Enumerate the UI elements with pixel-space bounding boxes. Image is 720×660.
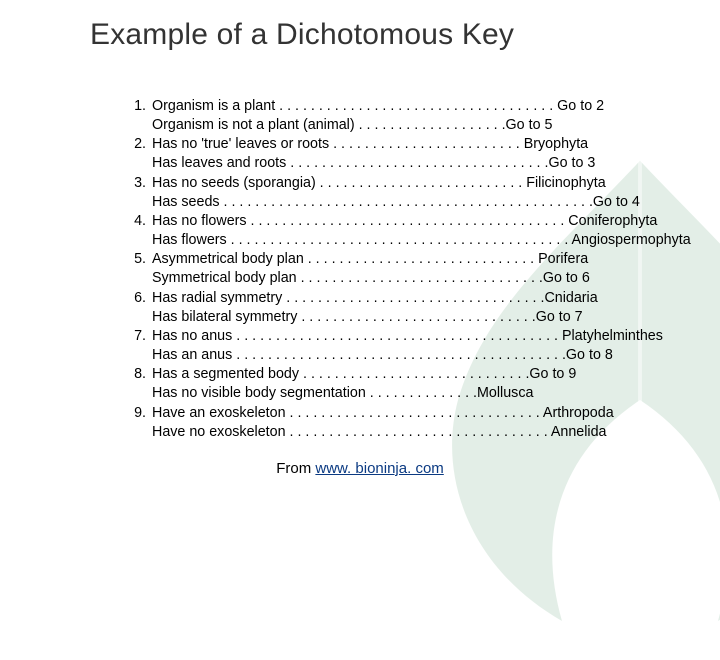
- key-row: 2.Has leaves and roots . . . . . . . . .…: [130, 154, 720, 173]
- key-row: 5.Asymmetrical body plan . . . . . . . .…: [130, 250, 720, 269]
- key-row: 6.Has bilateral symmetry . . . . . . . .…: [130, 308, 720, 327]
- key-row: 9.Have no exoskeleton . . . . . . . . . …: [130, 423, 720, 442]
- couplet-lead-b: Organism is not a plant (animal) . . . .…: [152, 116, 552, 135]
- couplet-lead-a: Organism is a plant . . . . . . . . . . …: [152, 97, 604, 116]
- key-row: 1.Organism is a plant . . . . . . . . . …: [130, 97, 720, 116]
- couplet-lead-a: Has no anus . . . . . . . . . . . . . . …: [152, 327, 663, 346]
- page-title: Example of a Dichotomous Key: [0, 0, 720, 52]
- source-link[interactable]: www. bioninja. com: [315, 460, 443, 477]
- source-line: From www. bioninja. com: [0, 442, 720, 477]
- couplet-lead-b: Symmetrical body plan . . . . . . . . . …: [152, 269, 590, 288]
- couplet-number: 5.: [130, 250, 152, 269]
- key-row: 7.Has no anus . . . . . . . . . . . . . …: [130, 327, 720, 346]
- couplet-number: 6.: [130, 289, 152, 308]
- couplet-number: 9.: [130, 404, 152, 423]
- key-row: 3.Has seeds . . . . . . . . . . . . . . …: [130, 193, 720, 212]
- key-row: 6.Has radial symmetry . . . . . . . . . …: [130, 289, 720, 308]
- couplet-lead-a: Has a segmented body . . . . . . . . . .…: [152, 365, 576, 384]
- couplet-number: 8.: [130, 365, 152, 384]
- couplet-lead-b: Has flowers . . . . . . . . . . . . . . …: [152, 231, 691, 250]
- key-row: 2.Has no 'true' leaves or roots . . . . …: [130, 135, 720, 154]
- key-row: 9.Have an exoskeleton . . . . . . . . . …: [130, 404, 720, 423]
- key-row: 4.Has flowers . . . . . . . . . . . . . …: [130, 231, 720, 250]
- key-row: 1.Organism is not a plant (animal) . . .…: [130, 116, 720, 135]
- key-row: 7.Has an anus . . . . . . . . . . . . . …: [130, 346, 720, 365]
- couplet-number: 7.: [130, 327, 152, 346]
- couplet-lead-b: Has an anus . . . . . . . . . . . . . . …: [152, 346, 613, 365]
- couplet-number: 2.: [130, 135, 152, 154]
- couplet-lead-b: Has no visible body segmentation . . . .…: [152, 384, 533, 403]
- couplet-lead-a: Has no 'true' leaves or roots . . . . . …: [152, 135, 588, 154]
- couplet-lead-b: Has bilateral symmetry . . . . . . . . .…: [152, 308, 583, 327]
- couplet-lead-b: Has seeds . . . . . . . . . . . . . . . …: [152, 193, 640, 212]
- couplet-number: 3.: [130, 174, 152, 193]
- key-row: 3.Has no seeds (sporangia) . . . . . . .…: [130, 174, 720, 193]
- couplet-lead-a: Has radial symmetry . . . . . . . . . . …: [152, 289, 598, 308]
- couplet-number: 1.: [130, 97, 152, 116]
- source-prefix: From: [276, 460, 315, 477]
- couplet-lead-a: Has no flowers . . . . . . . . . . . . .…: [152, 212, 657, 231]
- couplet-number: 4.: [130, 212, 152, 231]
- dichotomous-key-list: 1.Organism is a plant . . . . . . . . . …: [0, 52, 720, 442]
- couplet-lead-a: Has no seeds (sporangia) . . . . . . . .…: [152, 174, 606, 193]
- couplet-lead-b: Has leaves and roots . . . . . . . . . .…: [152, 154, 595, 173]
- key-row: 5.Symmetrical body plan . . . . . . . . …: [130, 269, 720, 288]
- couplet-lead-b: Have no exoskeleton . . . . . . . . . . …: [152, 423, 607, 442]
- key-row: 8.Has a segmented body . . . . . . . . .…: [130, 365, 720, 384]
- key-row: 8.Has no visible body segmentation . . .…: [130, 384, 720, 403]
- key-row: 4.Has no flowers . . . . . . . . . . . .…: [130, 212, 720, 231]
- couplet-lead-a: Have an exoskeleton . . . . . . . . . . …: [152, 404, 614, 423]
- couplet-lead-a: Asymmetrical body plan . . . . . . . . .…: [152, 250, 588, 269]
